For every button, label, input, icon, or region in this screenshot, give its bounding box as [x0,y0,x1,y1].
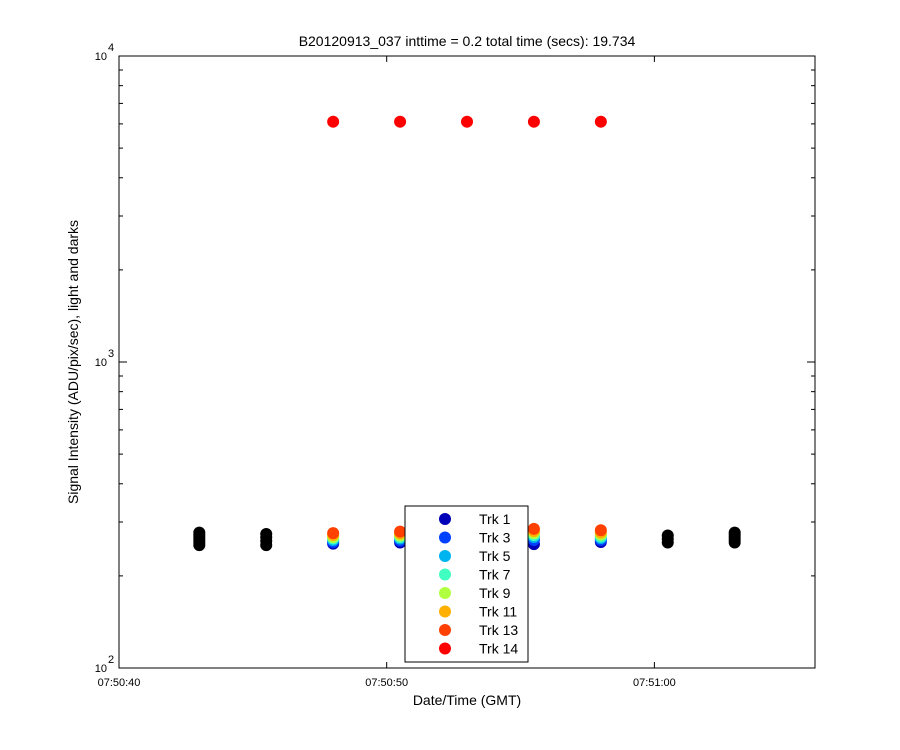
legend-label: Trk 9 [479,585,511,601]
y-tick-label: 10 [95,663,107,675]
x-tick-label: 07:50:50 [365,677,408,689]
dark-frame-point [728,526,741,539]
x-tick-label: 07:51:00 [633,677,676,689]
legend-label: Trk 13 [479,622,518,638]
series-point-trk-6 [394,525,407,538]
series-point-trk-6 [594,524,607,537]
legend-label: Trk 11 [479,604,517,620]
series-point-trk-7 [394,115,407,128]
legend-label: Trk 1 [479,511,511,527]
legend-label: Trk 14 [479,641,518,657]
dark-frame-point [260,528,273,541]
legend: Trk 1 Trk 3 Trk 5 Trk 7 Trk 9 Trk 11 Trk 13 Trk… [404,505,529,663]
y-tick-exponent: 3 [108,348,114,360]
legend-marker [439,531,451,544]
legend-marker [439,624,451,636]
x-tick-label: 07:50:40 [98,677,141,689]
chart-title: B20120913_037 inttime = 0.2 total time (… [299,33,636,49]
legend-marker [439,513,451,525]
dark-frame-point [193,526,206,539]
legend-marker [439,587,451,599]
legend-marker [439,568,451,581]
legend-marker [439,642,451,655]
x-axis-label: Date/Time (GMT) [413,692,521,708]
legend-label: Trk 3 [479,530,511,546]
y-tick-exponent: 4 [108,42,114,54]
y-tick-exponent: 2 [108,654,114,666]
series-point-trk-7 [461,115,473,128]
legend-marker [439,550,451,562]
dark-frame-point [661,529,674,542]
y-tick-label: 10 [95,51,107,63]
series-point-trk-6 [327,527,340,540]
legend-label: Trk 7 [479,567,511,583]
series-point-trk-7 [327,115,340,128]
y-axis-label: Signal Intensity (ADU/pix/sec), light an… [65,220,81,504]
series-point-trk-6 [527,522,540,535]
legend-label: Trk 5 [479,548,511,564]
plot-area [193,115,741,552]
series-point-trk-7 [527,115,540,128]
legend-marker [439,605,451,618]
y-tick-label: 10 [95,357,107,369]
legend-box [404,505,529,663]
series-point-trk-7 [594,115,607,128]
